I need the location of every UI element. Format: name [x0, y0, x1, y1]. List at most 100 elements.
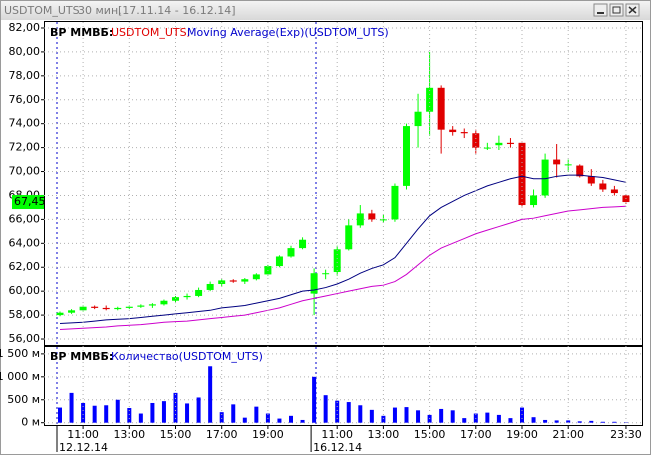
candle-body — [137, 305, 145, 307]
y-tick-label: 1 500 м — [0, 347, 40, 360]
volume-bar — [416, 410, 421, 423]
x-tick-label: 17:00 — [460, 428, 492, 441]
candle-body — [426, 87, 434, 112]
volume-bar — [589, 420, 594, 423]
volume-bar — [254, 406, 259, 423]
candle-body — [495, 142, 503, 146]
volume-bar — [381, 415, 386, 423]
y-tick-label: 74,00 — [9, 117, 41, 130]
y-tick-label: 80,00 — [9, 45, 41, 58]
volume-bar — [450, 410, 455, 423]
volume-bar — [462, 418, 467, 423]
title-bar — [1, 1, 650, 20]
window-symbol: USDTOM_UTS — [4, 4, 80, 17]
candle-body — [195, 289, 203, 296]
x-tick-label: 11:00 — [321, 428, 353, 441]
y-tick-label: 62,00 — [9, 260, 41, 273]
candle-body — [587, 176, 595, 184]
plot-frame — [44, 21, 643, 426]
volume-bar — [173, 392, 178, 423]
volume-bar — [312, 376, 317, 423]
volume-bar — [612, 421, 617, 423]
y-tick-label: 72,00 — [9, 141, 41, 154]
volume-bar — [369, 409, 374, 423]
candle-body — [576, 165, 584, 177]
candle-body — [125, 306, 133, 308]
volume-bar — [392, 407, 397, 423]
volume-bar — [566, 420, 571, 423]
volume-bar — [127, 408, 132, 423]
last-price-label: 67,45 — [14, 195, 46, 208]
y-tick-label: 1 000 м — [0, 370, 40, 383]
volume-bar — [231, 404, 236, 423]
volume-bar — [496, 414, 501, 423]
candle-body — [91, 306, 99, 308]
candle-body — [483, 147, 491, 149]
candle-body — [403, 126, 410, 186]
minimize-button[interactable] — [593, 3, 608, 17]
candle-body — [148, 304, 156, 306]
price-legend: ВР ММВБ: USDTOM_UTS; Moving Average(Exp)… — [50, 26, 389, 39]
volume-bar — [323, 395, 328, 423]
window-buttons[interactable] — [593, 3, 640, 17]
candle-body — [102, 307, 110, 310]
volume-bar — [600, 421, 605, 423]
volume-bar — [92, 405, 97, 423]
candle-body — [160, 300, 168, 305]
volume-bar — [335, 400, 340, 423]
y-tick-label: 0 м — [21, 416, 40, 429]
volume-bar — [277, 418, 282, 423]
candle-body — [310, 273, 318, 294]
volume-bar — [554, 420, 559, 423]
candle-body — [553, 159, 561, 165]
icon — [628, 6, 637, 14]
y-tick-label: 500 м — [7, 393, 40, 406]
candle-body — [599, 183, 607, 190]
x-tick-label: 15:00 — [160, 428, 192, 441]
x-tick-label: 11:00 — [67, 428, 99, 441]
legend-source: ВР ММВБ: — [50, 350, 113, 363]
window-period: 30 мин. — [78, 4, 122, 17]
x-tick-label: 15:00 — [414, 428, 446, 441]
candle-body — [56, 312, 64, 316]
legend-entry: Moving Average(Exp)(USDTOM_UTS) — [187, 26, 389, 39]
x-tick-label: 13:00 — [113, 428, 145, 441]
volume-bar — [358, 405, 363, 423]
candle-body — [356, 213, 364, 226]
y-tick-label: 70,00 — [9, 165, 41, 178]
candle-body — [79, 306, 87, 311]
candle-body — [564, 164, 572, 166]
volume-bar — [115, 399, 120, 423]
y-tick-label: 78,00 — [9, 69, 41, 82]
candle-body — [610, 189, 618, 194]
volume-bar — [69, 392, 74, 423]
candle-body — [449, 129, 457, 133]
volume-bar — [161, 401, 166, 423]
candle-body — [437, 87, 445, 130]
volume-bar — [543, 419, 548, 423]
candle-body — [287, 248, 295, 257]
volume-bar — [219, 412, 224, 423]
volume-bar — [439, 408, 444, 423]
y-tick-label: 64,00 — [9, 236, 41, 249]
window-range: [17.11.14 - 16.12.14] — [118, 4, 236, 17]
volume-bar — [185, 403, 190, 423]
y-tick-label: 76,00 — [9, 93, 41, 106]
volume-bar — [404, 407, 409, 423]
y-tick-label: 82,00 — [9, 21, 41, 34]
last-price-marker — [12, 195, 44, 210]
moving-average-line — [59, 205, 626, 330]
moving-average-line — [59, 174, 627, 324]
maximize-button[interactable] — [609, 3, 624, 17]
candle-body — [183, 295, 191, 298]
y-tick-label: 60,00 — [9, 284, 41, 297]
candle-body — [391, 185, 399, 220]
legend-entry: USDTOM_UTS; — [111, 26, 190, 39]
candle-body — [530, 195, 538, 206]
candle-body — [322, 273, 330, 275]
volume-bar — [346, 402, 351, 423]
candle-body — [368, 213, 376, 220]
